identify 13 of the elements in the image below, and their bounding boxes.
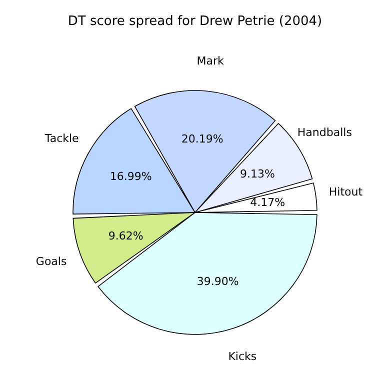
data-label: 9.13%	[240, 167, 275, 180]
chart-title: DT score spread for Drew Petrie (2004)	[68, 14, 322, 29]
data-label: 9.62%	[108, 229, 144, 242]
slice-label: Handballs	[297, 126, 352, 140]
data-label: 4.17%	[250, 196, 286, 209]
slice-label: Kicks	[228, 350, 257, 363]
data-label: 20.19%	[181, 132, 224, 146]
data-label: 39.90%	[196, 275, 239, 288]
data-label: 16.99%	[110, 170, 152, 184]
slice-label: Mark	[196, 54, 224, 68]
slice-label: Goals	[36, 255, 67, 268]
slice-label: Hitout	[328, 186, 364, 199]
slice-label: Tackle	[44, 132, 80, 146]
